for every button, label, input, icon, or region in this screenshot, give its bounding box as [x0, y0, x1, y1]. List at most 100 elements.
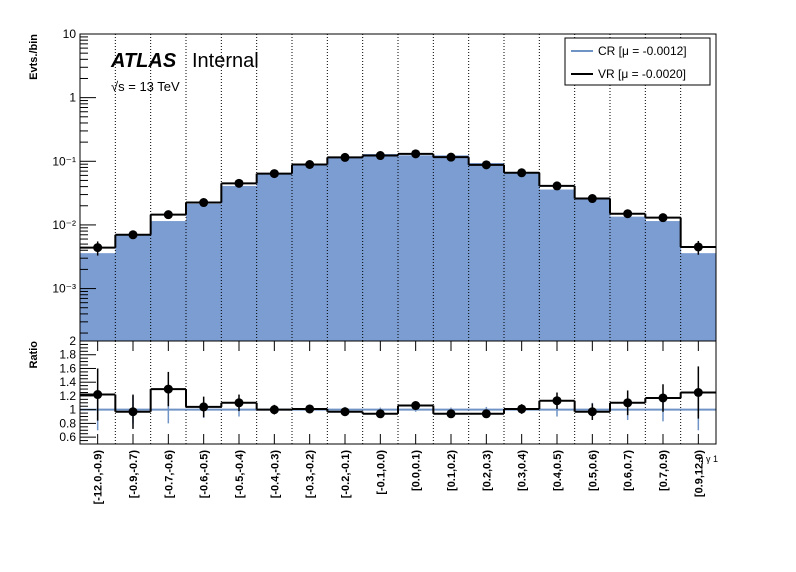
ratio-point: [552, 396, 562, 406]
ratio-point: [481, 409, 491, 419]
energy-label: √s = 13 TeV: [111, 79, 180, 94]
ratio-y-tick-label: 0.6: [59, 430, 76, 444]
ratio-point: [658, 393, 668, 403]
ratio-point: [128, 407, 138, 417]
vr-point: [693, 242, 703, 252]
ratio-point: [199, 402, 209, 412]
x-tick-label: [0.2,0.3): [481, 450, 493, 491]
ratio-point: [693, 388, 703, 397]
legend-box: [564, 37, 711, 86]
main-panel: 10 1 10⁻¹ 10⁻² 10⁻³ Evts./bin ATLAS Internal…: [28, 27, 717, 342]
ratio-point: [446, 409, 456, 419]
ratio-point: [234, 398, 244, 408]
main-y-axis-title: Evts./bin: [28, 34, 40, 80]
vr-point: [658, 213, 668, 223]
atlas-label: ATLAS: [110, 50, 177, 72]
cr-bar: [680, 253, 717, 341]
internal-label: Internal: [192, 50, 259, 72]
x-tick-label: [0.0,0.1): [411, 450, 423, 491]
x-tick-label: [0.9,12.0): [693, 450, 705, 497]
ratio-point: [587, 407, 597, 417]
cr-bar: [433, 155, 470, 341]
legend-vr-label: VR [μ = -0.0020]: [598, 67, 686, 81]
x-tick-label: [0.6,0.7): [623, 450, 635, 491]
cr-bar: [362, 154, 399, 341]
vr-point: [481, 160, 491, 170]
vr-point: [128, 230, 138, 240]
vr-point: [93, 243, 103, 253]
vr-point: [199, 198, 209, 208]
ratio-point: [340, 407, 350, 417]
cr-bar: [115, 234, 152, 341]
ratio-y-tick-label: 1.4: [59, 375, 76, 389]
main-y-ticks: [80, 33, 96, 334]
ratio-y-tick-label: 2: [69, 334, 76, 348]
cr-bar: [398, 155, 434, 341]
ratio-point: [93, 390, 103, 400]
cr-histogram-fill: [80, 154, 717, 341]
ratio-point: [305, 404, 315, 414]
vr-point: [234, 178, 244, 188]
x-ticks: [97, 341, 699, 444]
x-tick-label: [-0.3,-0.2): [305, 450, 317, 499]
cr-bar: [256, 173, 293, 341]
ratio-y-axis-title: Ratio: [28, 341, 40, 369]
ratio-y-tick-label: 1.6: [59, 361, 76, 375]
cr-bar: [292, 164, 328, 341]
ratio-y-tick-labels: 21.81.61.41.210.80.6: [59, 334, 76, 444]
x-axis-title: η γ 1: [698, 454, 718, 464]
ratio-y-tick-label: 0.8: [59, 416, 76, 430]
vr-point: [269, 169, 279, 179]
cr-bar: [504, 172, 540, 341]
x-tick-label: [-0.5,-0.4): [234, 450, 246, 499]
x-tick-label: [-0.4,-0.3): [269, 450, 281, 499]
cr-bar: [221, 185, 258, 341]
cr-bar: [150, 221, 187, 341]
ratio-point: [269, 405, 279, 415]
ratio-y-tick-label: 1: [69, 403, 76, 417]
main-y-tick-label: 10⁻²: [52, 218, 76, 232]
legend: CR [μ = -0.0012] VR [μ = -0.0020]: [564, 37, 711, 86]
main-y-tick-label: 1: [69, 91, 76, 105]
main-y-tick-label: 10⁻¹: [52, 154, 76, 168]
x-tick-label: [0.3,0.4): [517, 450, 529, 491]
x-tick-label: [0.5,0.6): [587, 450, 599, 491]
vr-point: [411, 149, 421, 159]
ratio-point: [411, 401, 421, 411]
main-y-tick-label: 10⁻³: [52, 282, 76, 296]
vr-point: [587, 194, 597, 204]
vr-point: [340, 152, 350, 162]
x-tick-labels: [-12.0,-0.9) [-0.9,-0.7) [-0.7,-0.6) [-0.6,…: [93, 450, 706, 505]
vr-points: [93, 149, 703, 256]
cr-bar: [327, 157, 364, 341]
ratio-y-ticks: [80, 340, 96, 445]
x-tick-label: [-12.0,-0.9): [93, 450, 105, 505]
x-tick-label: [-0.7,-0.6): [163, 450, 175, 499]
ratio-y-tick-label: 1.8: [59, 348, 76, 362]
cr-bar: [645, 221, 682, 341]
vr-point: [446, 152, 456, 162]
ratio-point: [163, 384, 173, 394]
vr-point: [305, 160, 315, 170]
legend-cr-label: CR [μ = -0.0012]: [598, 44, 687, 58]
vr-point: [375, 151, 385, 161]
ratio-point: [517, 404, 527, 414]
ratio-point: [375, 409, 385, 419]
x-tick-label: [-0.2,-0.1): [340, 450, 352, 499]
main-y-tick-labels: 10 1 10⁻¹ 10⁻² 10⁻³: [52, 27, 76, 296]
vr-point: [552, 181, 562, 191]
x-tick-label: [0.7,0.9): [658, 450, 670, 491]
cr-bar: [539, 189, 576, 341]
ratio-panel: 21.81.61.41.210.80.6 Ratio [-12.0,-0.9)[…: [28, 334, 718, 504]
vr-point: [623, 209, 633, 219]
cr-bar: [80, 253, 116, 341]
cr-bar: [610, 216, 646, 341]
x-tick-label: [-0.6,-0.5): [199, 450, 211, 499]
ratio-points: [93, 366, 703, 429]
cr-bar: [468, 162, 505, 341]
ratio-point: [623, 398, 633, 408]
cr-bar: [186, 203, 222, 341]
cr-bar: [574, 197, 611, 341]
x-tick-label: [-0.1,0.0): [375, 450, 387, 495]
